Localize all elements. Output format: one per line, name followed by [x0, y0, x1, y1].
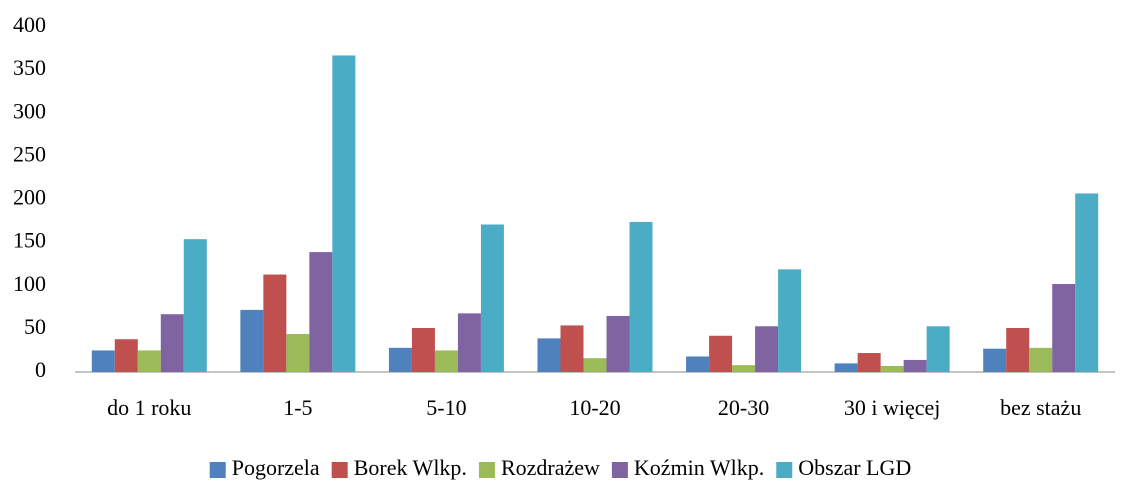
bar	[286, 334, 310, 372]
bar	[686, 356, 710, 372]
y-tick-label: 250	[13, 141, 46, 166]
legend-label: Borek Wlkp.	[354, 455, 467, 480]
x-tick-label: 20-30	[718, 395, 769, 420]
bar	[1006, 328, 1030, 372]
y-tick-label: 0	[35, 357, 46, 382]
legend-label: Pogorzela	[232, 455, 320, 480]
bar	[755, 326, 779, 372]
x-tick-label: 5-10	[426, 395, 466, 420]
bar	[560, 325, 584, 372]
legend-swatch	[776, 462, 793, 478]
bar	[583, 358, 607, 372]
x-tick-label: 10-20	[569, 395, 620, 420]
bar	[388, 347, 412, 372]
legend-label: Rozdrażew	[501, 455, 600, 480]
x-tick-label: 30 i więcej	[844, 395, 941, 420]
bar	[183, 239, 207, 372]
bar	[332, 55, 356, 373]
y-tick-label: 200	[13, 185, 46, 210]
bar	[114, 339, 138, 372]
bar	[778, 269, 802, 372]
y-tick-label: 350	[13, 55, 46, 80]
bar	[857, 353, 881, 372]
bar	[880, 365, 904, 372]
y-tick-label: 400	[13, 12, 46, 37]
bar	[834, 363, 858, 372]
legend-swatch	[209, 462, 226, 478]
bar	[1029, 347, 1053, 372]
legend-swatch	[611, 462, 628, 478]
bar	[732, 365, 756, 372]
legend-swatch	[478, 462, 495, 478]
bar	[160, 314, 184, 372]
y-tick-label: 50	[24, 314, 46, 339]
legend-label: Koźmin Wlkp.	[634, 455, 764, 480]
bar	[629, 221, 653, 372]
bar	[926, 326, 950, 372]
x-tick-label: 1-5	[283, 395, 312, 420]
bar	[983, 348, 1007, 372]
bar	[480, 224, 504, 372]
x-tick-label: bez stażu	[1000, 395, 1081, 420]
bar	[434, 350, 458, 372]
bar	[91, 350, 115, 372]
bar	[137, 350, 161, 372]
bar	[606, 315, 630, 372]
bar	[537, 338, 561, 372]
bar	[411, 328, 435, 372]
y-tick-label: 300	[13, 98, 46, 123]
legend-label: Obszar LGD	[798, 455, 911, 480]
y-tick-label: 100	[13, 271, 46, 296]
x-tick-label: do 1 roku	[107, 395, 191, 420]
bar	[903, 359, 927, 372]
bar	[240, 309, 264, 372]
bar	[1052, 284, 1076, 372]
bar	[1075, 193, 1099, 372]
bar	[263, 274, 287, 372]
y-tick-label: 150	[13, 228, 46, 253]
bar	[309, 252, 333, 372]
legend-swatch	[331, 462, 348, 478]
bar	[457, 313, 481, 372]
bar	[709, 335, 733, 372]
